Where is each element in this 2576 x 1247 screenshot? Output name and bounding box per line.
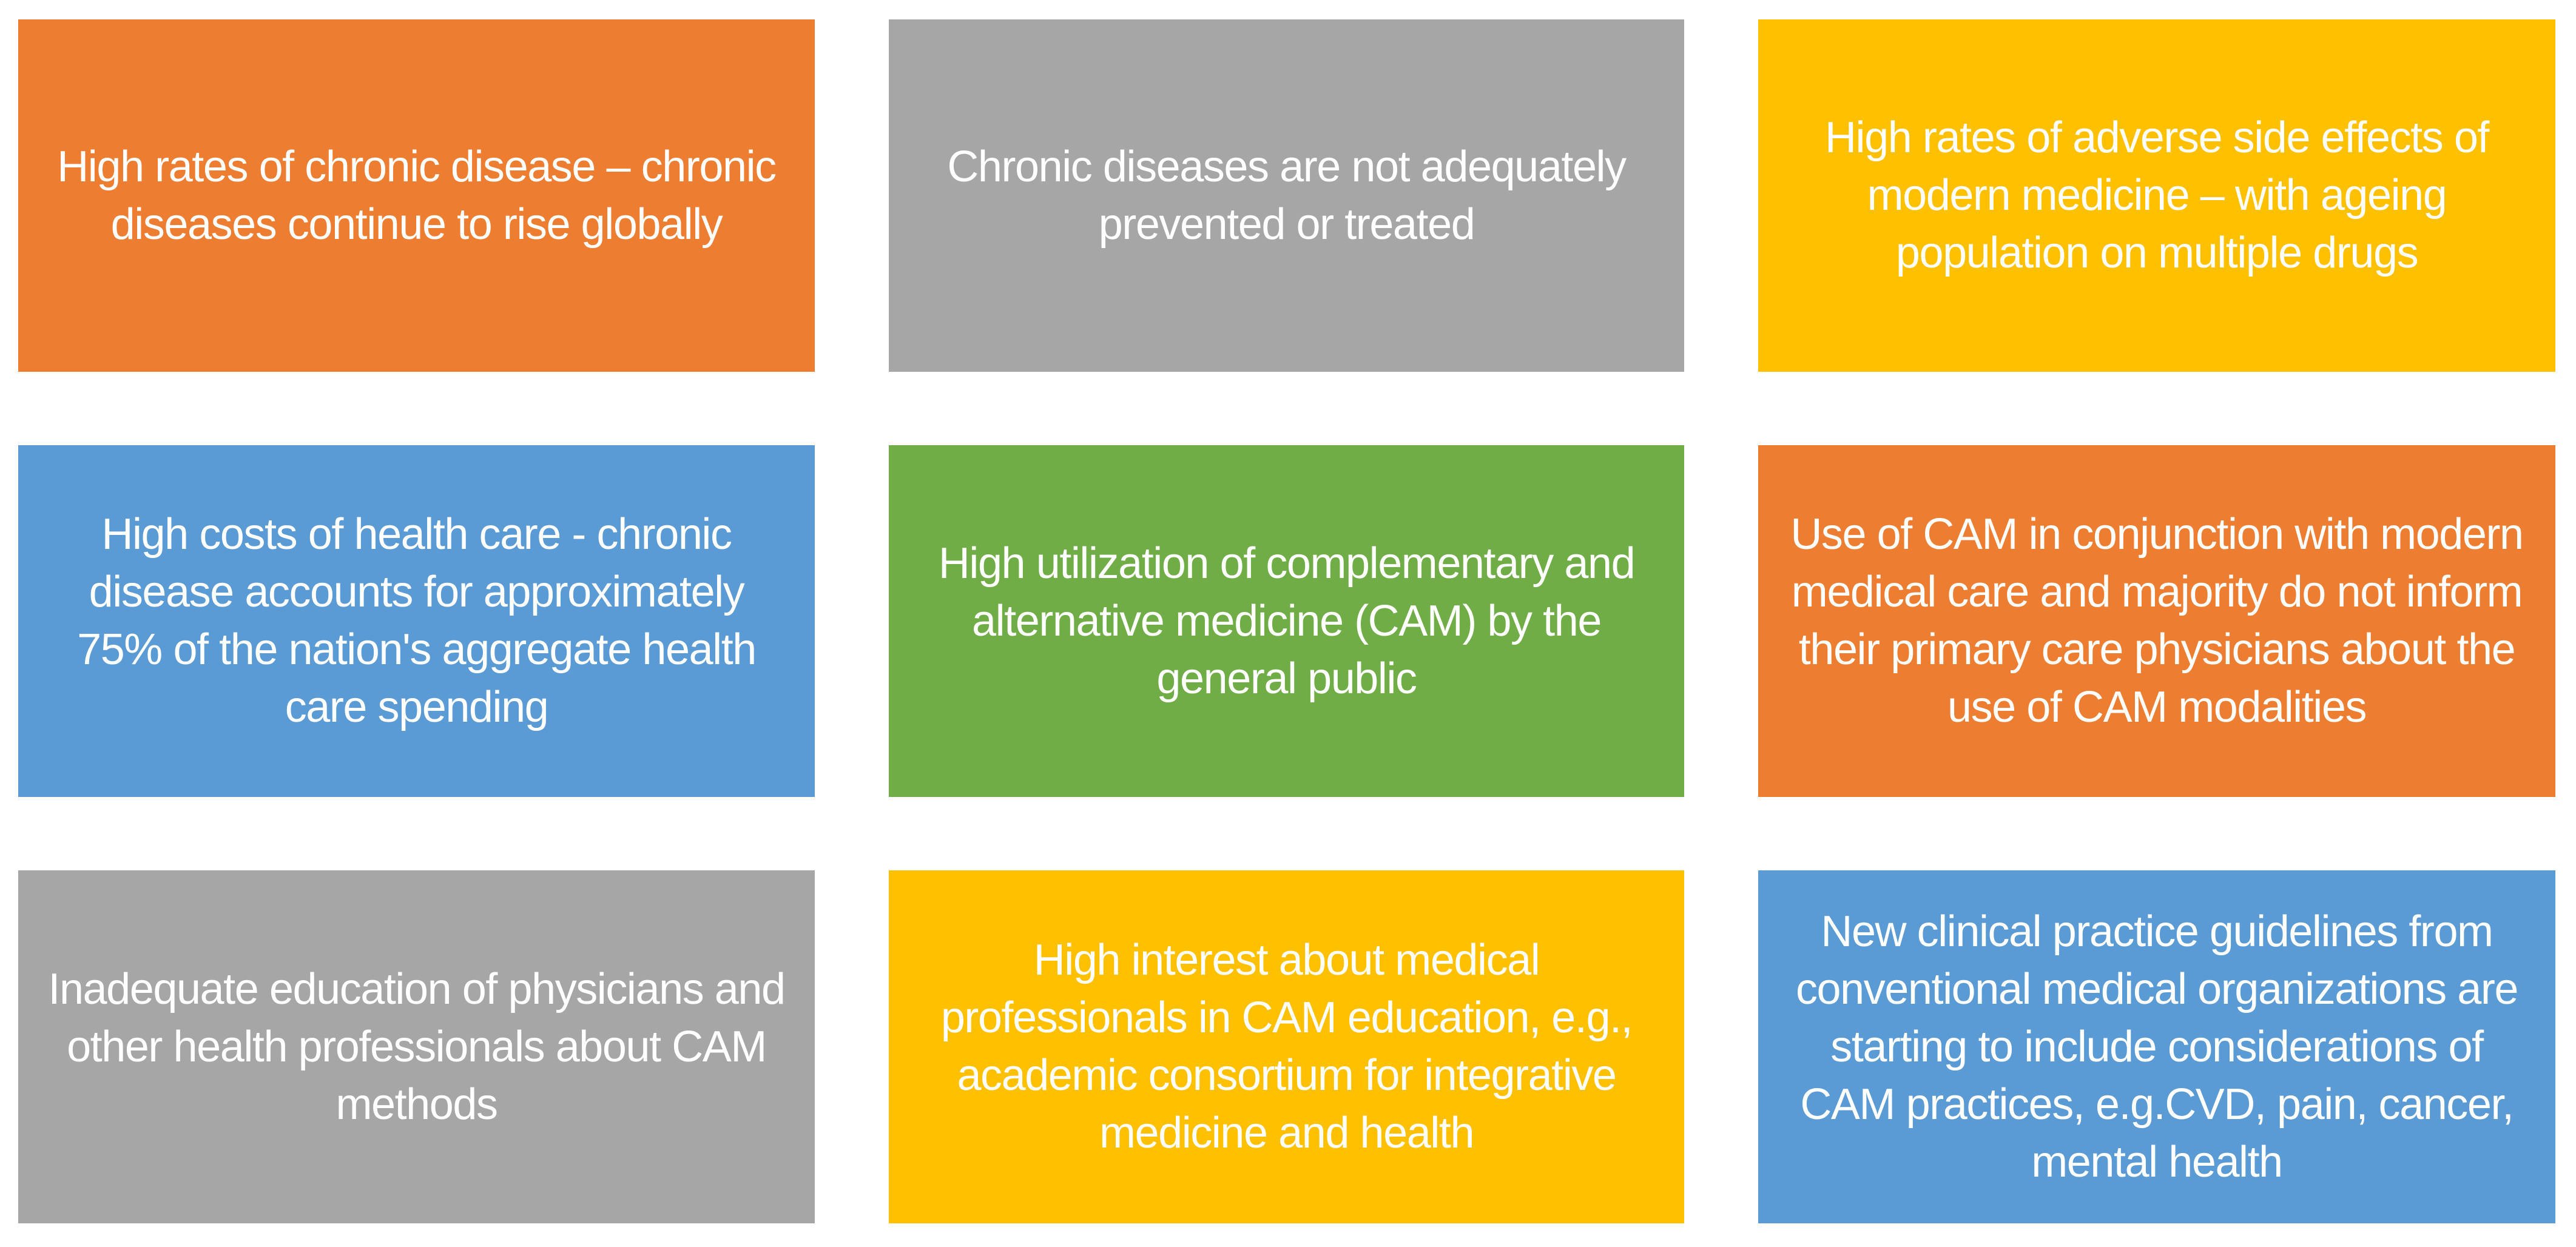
factor-card: High rates of chronic disease – chronic … — [18, 19, 815, 372]
factor-card: High rates of adverse side effects of mo… — [1758, 19, 2555, 372]
factor-card: Chronic diseases are not adequately prev… — [889, 19, 1684, 372]
factor-card: High interest about medical professional… — [889, 870, 1684, 1223]
factor-card: New clinical practice guidelines from co… — [1758, 870, 2555, 1223]
factors-grid: High rates of chronic disease – chronic … — [18, 19, 2555, 1223]
factor-card: Use of CAM in conjunction with modern me… — [1758, 445, 2555, 797]
factor-card: High utilization of complementary and al… — [889, 445, 1684, 797]
factor-card: Inadequate education of physicians and o… — [18, 870, 815, 1223]
factor-card: High costs of health care - chronic dise… — [18, 445, 815, 797]
